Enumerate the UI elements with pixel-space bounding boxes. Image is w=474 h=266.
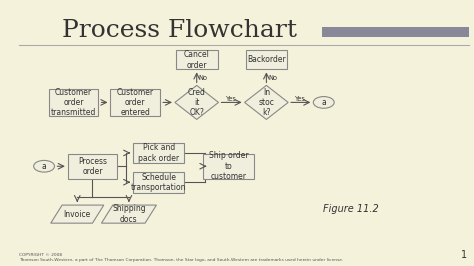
FancyBboxPatch shape [203, 154, 254, 179]
FancyBboxPatch shape [133, 172, 184, 193]
Text: 1: 1 [461, 250, 467, 260]
Polygon shape [175, 85, 219, 119]
FancyBboxPatch shape [67, 154, 117, 179]
Text: Yes: Yes [295, 96, 306, 102]
Polygon shape [245, 85, 288, 119]
Text: In
stoc
k?: In stoc k? [258, 88, 274, 117]
Text: Customer
order
transmitted: Customer order transmitted [51, 88, 96, 117]
Text: Cred
it
OK?: Cred it OK? [188, 88, 206, 117]
Polygon shape [101, 205, 156, 223]
Text: Ship order
to
customer: Ship order to customer [209, 151, 248, 181]
FancyBboxPatch shape [110, 89, 160, 116]
Circle shape [313, 97, 334, 108]
Text: Process Flowchart: Process Flowchart [62, 19, 297, 41]
Text: Figure 11.2: Figure 11.2 [323, 204, 379, 214]
Text: Pick and
pack order: Pick and pack order [138, 143, 179, 163]
FancyBboxPatch shape [133, 143, 184, 163]
Text: COPYRIGHT © 2008
Thomson South-Western, a part of The Thomson Corporation. Thoms: COPYRIGHT © 2008 Thomson South-Western, … [19, 253, 343, 262]
Text: No: No [268, 76, 277, 81]
Text: Cancel
order: Cancel order [184, 50, 210, 69]
Text: a: a [42, 162, 46, 171]
FancyBboxPatch shape [246, 50, 287, 69]
Text: Process
order: Process order [78, 157, 107, 176]
FancyBboxPatch shape [49, 89, 99, 116]
Text: Shipping
docs: Shipping docs [112, 205, 146, 224]
Text: No: No [199, 76, 207, 81]
FancyBboxPatch shape [176, 50, 218, 69]
Text: a: a [321, 98, 326, 107]
Text: Schedule
transportation: Schedule transportation [131, 173, 187, 192]
Circle shape [34, 160, 55, 172]
Text: Customer
order
entered: Customer order entered [117, 88, 154, 117]
Polygon shape [51, 205, 104, 223]
Text: Backorder: Backorder [247, 55, 286, 64]
Text: Yes: Yes [226, 96, 237, 102]
FancyBboxPatch shape [322, 27, 469, 37]
Text: Invoice: Invoice [64, 210, 91, 219]
